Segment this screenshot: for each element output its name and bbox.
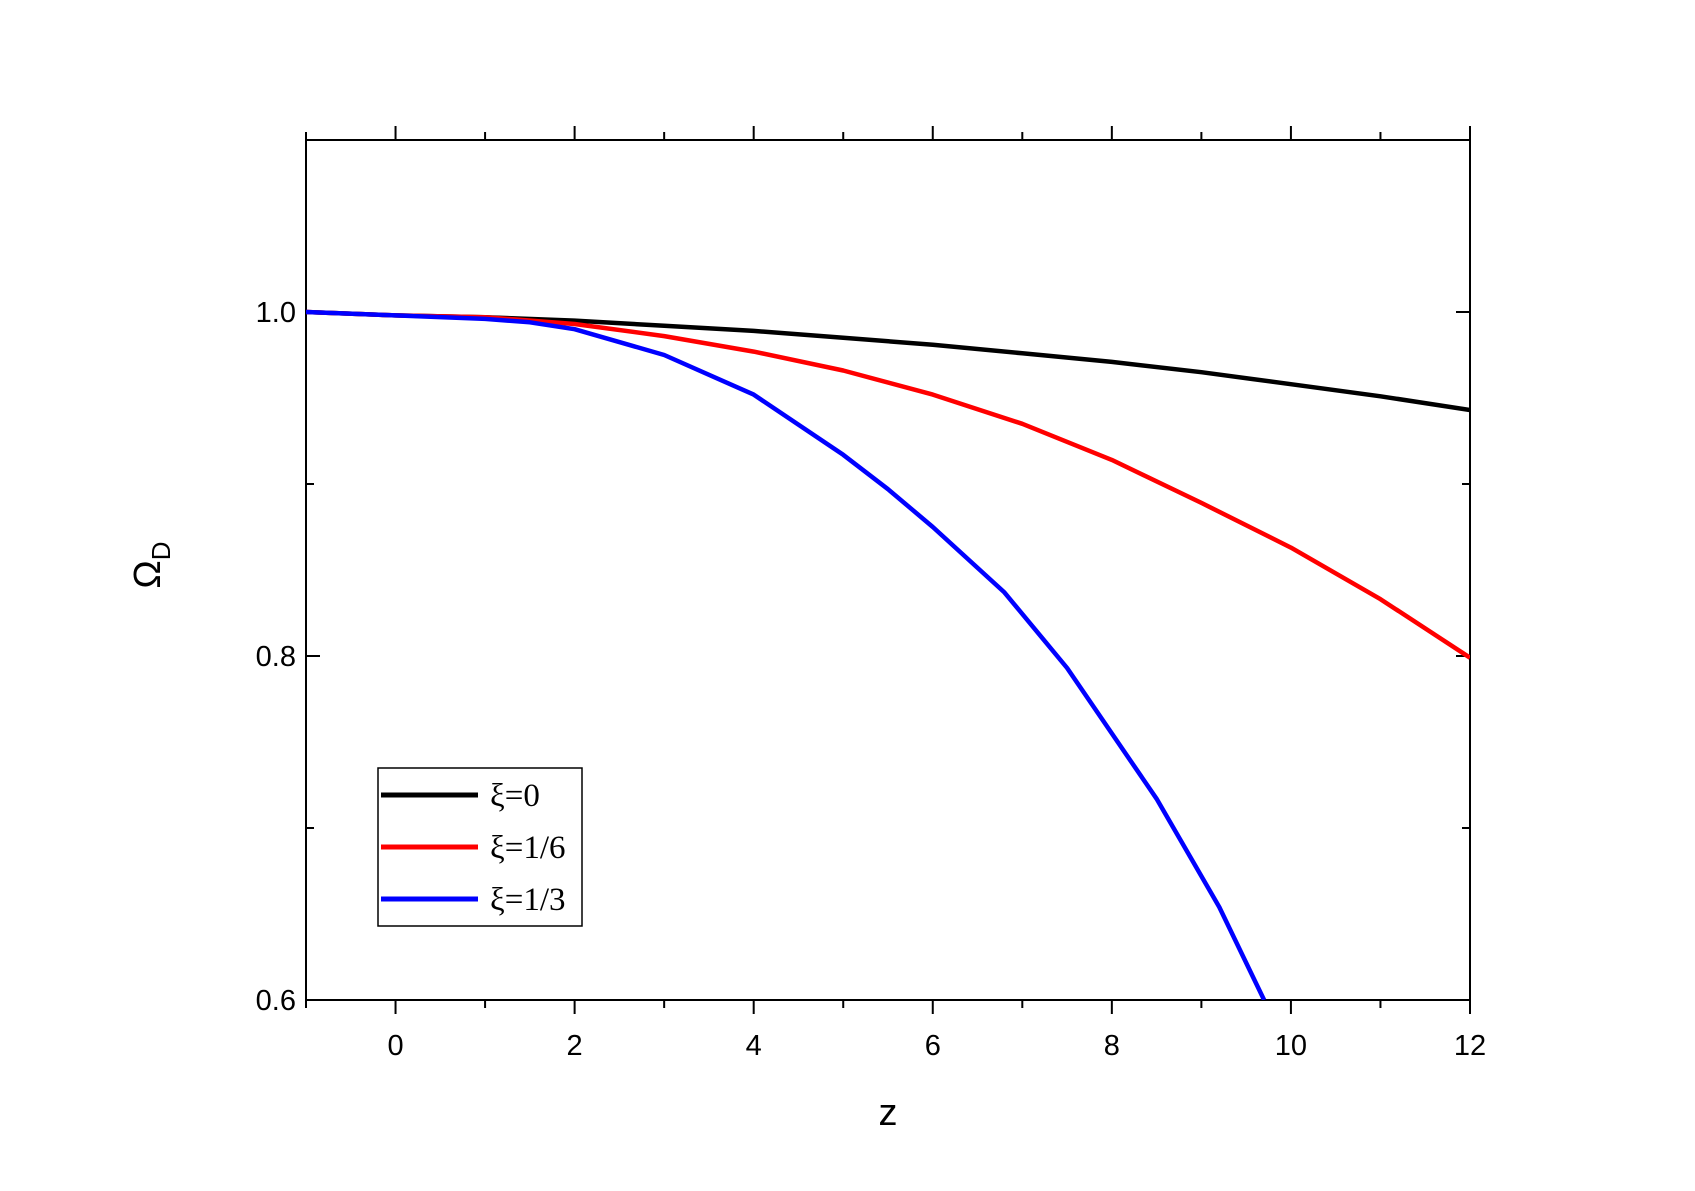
x-tick-label: 8 xyxy=(1104,1030,1120,1062)
x-tick-label: 2 xyxy=(567,1030,583,1062)
x-tick-label: 10 xyxy=(1275,1030,1307,1062)
legend: ξ=0 ξ=1/6 ξ=1/3 xyxy=(377,767,583,927)
y-axis-title: ΩD xyxy=(127,541,176,588)
y-tick-label: 0.8 xyxy=(256,641,296,673)
tick-labels: 0 2 4 6 8 10 12 0.6 0.8 1.0 xyxy=(256,297,1486,1062)
legend-label-1: ξ=1/6 xyxy=(490,830,566,866)
series-lines xyxy=(306,309,1470,1000)
series-line-2 xyxy=(306,309,1267,1000)
y-axis-title-main: Ω xyxy=(127,560,169,588)
y-axis-title-subscript: D xyxy=(146,541,176,560)
y-tick-label: 1.0 xyxy=(256,297,296,329)
y-tick-label: 0.6 xyxy=(256,985,296,1017)
x-tick-label: 4 xyxy=(746,1030,762,1062)
svg-text:ΩD: ΩD xyxy=(127,541,176,588)
x-tick-label: 0 xyxy=(387,1030,403,1062)
x-tick-label: 12 xyxy=(1454,1030,1486,1062)
legend-label-2: ξ=1/3 xyxy=(490,882,566,918)
plot-frame xyxy=(305,139,1471,1001)
series-line-1 xyxy=(306,309,1470,660)
series-line-0 xyxy=(306,309,1470,413)
plot-area: 0 2 4 6 8 10 12 0.6 0.8 1.0 xyxy=(256,126,1486,1062)
x-axis-title: z xyxy=(879,1092,898,1134)
x-tick-label: 6 xyxy=(925,1030,941,1062)
legend-label-0: ξ=0 xyxy=(490,778,540,814)
